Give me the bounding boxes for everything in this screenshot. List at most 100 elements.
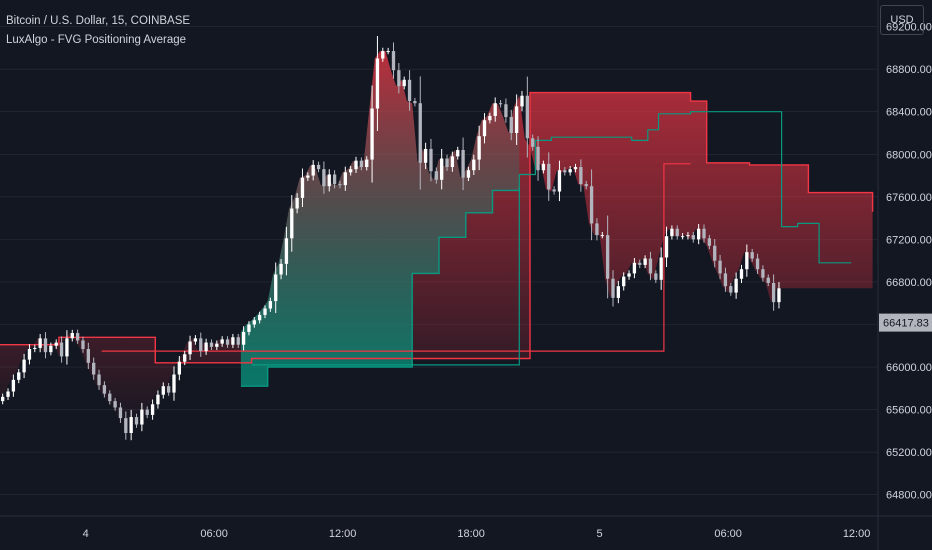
candle-body xyxy=(493,103,497,116)
price-tick-label: 68800.00 xyxy=(886,64,932,76)
candle-body xyxy=(691,235,695,240)
candle-body xyxy=(739,269,744,279)
candle-body xyxy=(129,417,133,434)
candle-body xyxy=(1,396,5,402)
candle-body xyxy=(568,169,572,173)
candle-body xyxy=(161,386,165,395)
candle-body xyxy=(680,236,685,238)
candle-body xyxy=(322,169,326,187)
price-tick-label: 65600.00 xyxy=(886,405,932,417)
candle-body xyxy=(734,278,738,293)
candle-body xyxy=(43,338,48,353)
candle-body xyxy=(632,262,637,274)
candle-body xyxy=(466,170,471,178)
candle-body xyxy=(316,164,321,170)
candle-body xyxy=(332,174,337,185)
price-tick-label: 67200.00 xyxy=(886,234,932,246)
candle-body xyxy=(209,342,214,347)
candle-body xyxy=(75,333,80,341)
candle-body xyxy=(215,343,219,347)
candle-body xyxy=(413,101,417,104)
candle-body xyxy=(6,391,10,397)
candle-body xyxy=(482,120,487,137)
candle-body xyxy=(755,258,760,270)
candle-body xyxy=(477,136,481,160)
candle-body xyxy=(27,348,32,360)
candle-body xyxy=(552,189,556,192)
candle-body xyxy=(541,163,546,171)
bearish-fvg-average-line xyxy=(101,163,691,352)
candle-body xyxy=(65,338,69,357)
candle-body xyxy=(11,379,16,392)
candle-body xyxy=(456,150,460,157)
candle-body xyxy=(134,417,139,425)
candle-body xyxy=(504,104,508,118)
candle-body xyxy=(22,359,26,373)
candle-body xyxy=(49,345,53,353)
candle-body xyxy=(102,385,107,394)
candle-body xyxy=(573,167,578,170)
candle-body xyxy=(284,238,289,264)
candle-body xyxy=(220,339,224,344)
candle-body xyxy=(156,394,160,405)
currency-button[interactable]: USD xyxy=(880,5,924,35)
candle-body xyxy=(183,354,187,362)
candle-body xyxy=(450,156,455,168)
candle-body xyxy=(295,197,299,209)
candle-body xyxy=(696,228,701,240)
last-price-label: 66417.83 xyxy=(883,318,929,330)
candle-body xyxy=(407,79,412,102)
time-tick-label: 06:00 xyxy=(200,528,228,540)
candle-body xyxy=(397,70,401,87)
candle-body xyxy=(600,235,604,237)
candle-body xyxy=(686,235,690,237)
symbol-title: Bitcoin / U.S. Dollar, 15, COINBASE xyxy=(6,15,191,27)
candle-body xyxy=(622,276,626,287)
candle-body xyxy=(236,337,240,345)
candle-body xyxy=(584,184,588,187)
candle-body xyxy=(525,95,529,139)
candle-body xyxy=(579,167,583,185)
candle-body xyxy=(92,362,96,375)
candle-body xyxy=(429,148,433,172)
candle-body xyxy=(375,58,380,109)
candle-body xyxy=(70,333,74,339)
candle-body xyxy=(723,273,728,287)
candle-body xyxy=(241,331,246,345)
candle-body xyxy=(418,103,422,163)
candle-body xyxy=(349,169,353,173)
price-tick-label: 66000.00 xyxy=(886,362,932,374)
candle-body xyxy=(514,106,519,133)
time-tick-label: 18:00 xyxy=(457,528,485,540)
price-tick-label: 67600.00 xyxy=(886,192,932,204)
candle-body xyxy=(177,361,182,375)
candle-body xyxy=(59,342,64,357)
candle-body xyxy=(707,238,712,246)
candle-body xyxy=(611,278,615,298)
candle-body xyxy=(145,409,149,415)
candle-body xyxy=(702,228,706,239)
time-tick-label: 5 xyxy=(597,528,603,540)
candle-body xyxy=(279,263,283,275)
time-tick-label: 4 xyxy=(83,528,89,540)
candle-body xyxy=(718,260,722,274)
candle-body xyxy=(509,117,513,133)
candle-body xyxy=(777,288,781,303)
candle-body xyxy=(204,342,208,352)
candle-body xyxy=(54,342,58,346)
candle-body xyxy=(675,228,679,237)
price-tick-label: 66800.00 xyxy=(886,277,932,289)
candle-body xyxy=(402,79,406,87)
candle-body xyxy=(659,257,663,280)
candle-body xyxy=(327,174,331,187)
bullish-fvg-area xyxy=(240,51,520,387)
candle-body xyxy=(166,386,171,393)
candle-body xyxy=(311,164,315,176)
candle-body xyxy=(343,172,347,186)
bullish-fvg-lower-line xyxy=(240,187,520,387)
candle-body xyxy=(520,95,524,107)
candle-body xyxy=(648,258,653,274)
candle-body xyxy=(365,159,369,168)
